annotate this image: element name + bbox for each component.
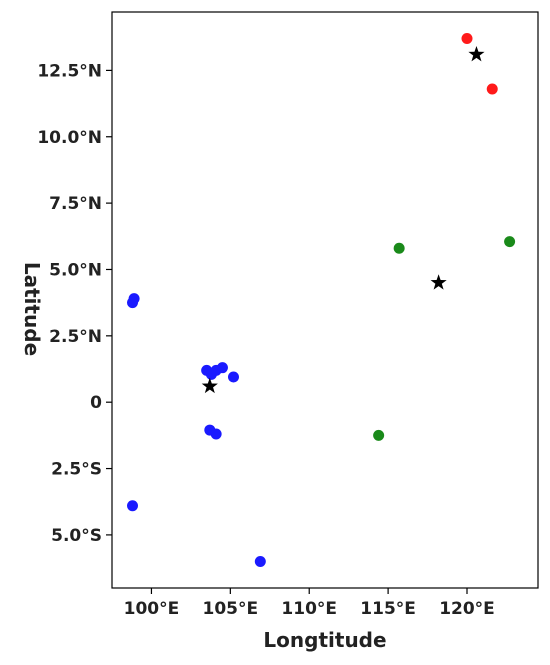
data-point: [373, 429, 385, 441]
x-tick-label: 115°E: [360, 599, 416, 619]
data-point: [504, 236, 516, 248]
data-point: [227, 371, 239, 383]
data-points: [127, 33, 516, 567]
x-tick-label: 105°E: [203, 599, 259, 619]
y-tick-label: 5.0°S: [51, 526, 102, 546]
y-tick-label: 7.5°N: [49, 194, 102, 214]
y-tick-label: 0: [90, 393, 102, 413]
star-marker: [468, 45, 485, 62]
x-tick-label: 110°E: [281, 599, 337, 619]
data-point: [461, 33, 473, 45]
data-point: [254, 555, 266, 567]
x-tick-label: 100°E: [124, 599, 180, 619]
y-tick-label: 12.5°N: [37, 61, 102, 81]
y-tick-label: 2.5°S: [51, 460, 102, 480]
axis-ticks: 100°E 105°E 110°E 115°E 120°E 12.5°N 10.0°N 7.5…: [37, 61, 494, 619]
star-marker: [201, 377, 218, 394]
data-point: [127, 297, 139, 309]
data-point: [210, 428, 222, 440]
data-point: [393, 242, 405, 254]
star-marker: [430, 274, 447, 290]
data-point: [127, 500, 139, 512]
plot-frame: [111, 11, 539, 589]
y-axis-label: Latitude: [20, 262, 44, 356]
y-tick-label: 10.0°N: [37, 128, 102, 148]
x-axis-label: Longtitude: [263, 628, 386, 652]
data-point: [216, 362, 228, 374]
y-tick-label: 5.0°N: [49, 260, 102, 280]
y-tick-label: 2.5°N: [49, 327, 102, 347]
data-point: [486, 83, 498, 95]
x-tick-label: 120°E: [439, 599, 495, 619]
